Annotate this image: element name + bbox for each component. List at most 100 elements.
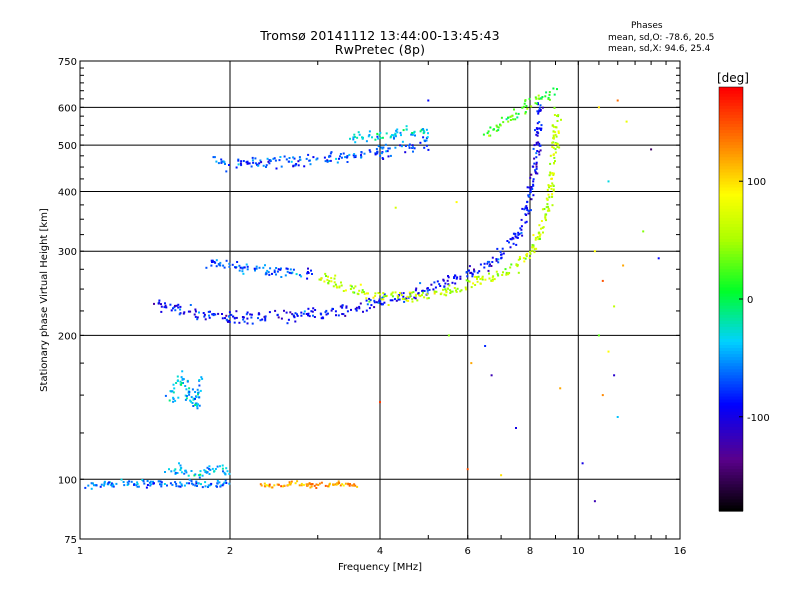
colorbar-segment — [719, 438, 743, 442]
data-point — [196, 405, 199, 408]
data-point — [657, 257, 660, 260]
data-point — [209, 310, 211, 313]
data-point — [392, 134, 395, 137]
data-point — [308, 315, 311, 318]
data-point — [547, 193, 550, 196]
data-point — [160, 485, 163, 488]
data-point — [492, 128, 495, 131]
data-point — [204, 481, 207, 484]
data-point — [211, 313, 214, 316]
data-point — [374, 295, 377, 297]
data-point — [273, 269, 276, 272]
data-point — [159, 483, 161, 486]
data-point — [375, 148, 378, 150]
data-point — [227, 320, 230, 323]
data-point — [405, 299, 408, 302]
data-point — [313, 484, 316, 487]
data-point — [423, 290, 426, 292]
data-point — [180, 471, 183, 474]
data-point — [178, 313, 181, 316]
data-point — [361, 289, 364, 292]
data-point — [490, 265, 493, 267]
data-point — [289, 483, 292, 486]
data-point — [171, 483, 174, 486]
data-point — [177, 396, 180, 399]
data-point — [243, 266, 246, 269]
data-point — [546, 203, 549, 206]
data-point — [554, 148, 557, 151]
data-point — [164, 304, 167, 307]
data-point — [460, 289, 463, 292]
data-point — [277, 316, 280, 319]
data-point — [349, 288, 352, 290]
data-point — [213, 470, 216, 473]
data-point — [306, 271, 309, 273]
data-point — [421, 294, 423, 297]
data-point — [466, 468, 469, 471]
data-point — [254, 157, 257, 160]
data-point — [289, 268, 292, 271]
colorbar-segment — [719, 368, 743, 373]
data-point — [180, 383, 183, 386]
data-point — [312, 156, 315, 159]
data-point — [298, 156, 301, 159]
data-point — [367, 135, 370, 138]
data-point — [399, 144, 402, 147]
colorbar-segment — [719, 289, 743, 294]
data-point — [533, 162, 536, 165]
data-point — [352, 287, 355, 290]
data-point — [520, 231, 523, 234]
data-point — [433, 292, 436, 295]
colorbar-segment — [719, 186, 743, 191]
data-point — [412, 291, 415, 294]
data-point — [308, 159, 311, 162]
data-point — [328, 160, 331, 162]
data-point — [291, 313, 294, 316]
data-point — [390, 292, 393, 295]
data-point — [532, 244, 535, 247]
data-point — [260, 161, 263, 164]
data-point — [143, 482, 146, 485]
data-point — [290, 480, 293, 483]
data-point — [222, 470, 224, 473]
data-point — [183, 472, 186, 475]
data-point — [195, 402, 198, 405]
data-point — [194, 310, 197, 313]
data-point — [361, 136, 363, 139]
data-point — [368, 134, 371, 136]
data-point — [250, 313, 253, 316]
data-point — [406, 295, 409, 298]
data-point — [115, 482, 118, 485]
data-point — [246, 322, 249, 325]
data-point — [381, 296, 384, 299]
data-point — [383, 293, 386, 296]
data-point — [376, 152, 379, 155]
data-point — [415, 287, 418, 290]
data-point — [341, 304, 344, 307]
data-point — [197, 393, 199, 396]
colorbar-segment — [719, 114, 743, 118]
data-point — [496, 273, 499, 276]
colorbar-segment — [719, 171, 743, 176]
colorbar-segment — [719, 426, 743, 430]
data-point — [553, 156, 556, 159]
data-point — [524, 112, 527, 115]
colorbar-segment — [719, 156, 743, 161]
data-point — [211, 261, 213, 263]
data-point — [495, 124, 498, 127]
colorbar-segment — [719, 226, 743, 230]
data-point — [303, 310, 306, 313]
data-point — [517, 233, 520, 236]
data-point — [524, 206, 527, 209]
data-point — [363, 152, 366, 155]
data-point — [553, 93, 556, 96]
data-point — [536, 172, 539, 175]
data-point — [225, 482, 228, 484]
data-point — [526, 200, 529, 203]
data-point — [382, 292, 385, 295]
data-point — [552, 172, 555, 175]
data-point — [172, 397, 175, 400]
data-point — [286, 322, 289, 325]
data-point — [300, 314, 303, 317]
data-point — [526, 252, 529, 255]
